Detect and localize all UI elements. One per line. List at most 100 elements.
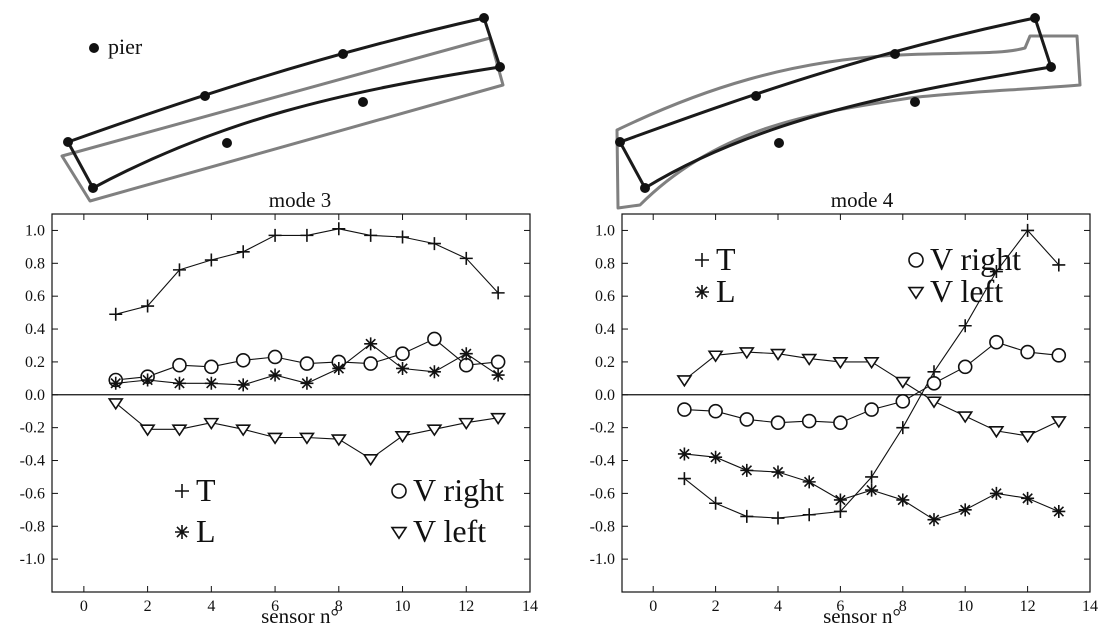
y-tick-label: 1.0	[595, 222, 615, 239]
y-tick-label: 0.8	[25, 255, 45, 272]
y-tick-label: -1.0	[20, 551, 45, 568]
y-tick-label: -0.2	[590, 420, 615, 437]
mode-3-title: mode 3	[268, 188, 332, 212]
data-point	[740, 509, 754, 523]
x-tick-label: 8	[899, 598, 907, 615]
mode-4-diagram	[615, 13, 1082, 210]
data-point	[236, 245, 250, 259]
data-point	[896, 493, 910, 507]
series-l	[677, 447, 1066, 527]
mode-3-pier-marker	[338, 49, 348, 59]
data-point	[676, 375, 693, 388]
data-point	[459, 251, 473, 265]
x-tick-label: 6	[271, 598, 279, 615]
y-tick-label: 0.0	[595, 387, 615, 404]
data-point	[801, 353, 818, 366]
y-tick-label: 1.0	[25, 222, 45, 239]
data-point	[708, 403, 723, 419]
data-point	[364, 228, 378, 242]
data-point	[1021, 491, 1035, 505]
data-point	[988, 426, 1005, 439]
series-v-left	[107, 398, 507, 467]
data-point	[864, 402, 879, 417]
x-tick-label: 10	[957, 598, 973, 615]
y-tick-label: 0.2	[25, 354, 45, 371]
mode-4-pier-marker	[1046, 62, 1056, 72]
data-point	[364, 337, 378, 351]
data-point	[204, 376, 218, 390]
data-point	[832, 357, 849, 370]
data-point	[490, 354, 506, 370]
data-point	[139, 424, 156, 437]
data-point	[171, 424, 188, 437]
data-point	[268, 228, 282, 242]
x-tick-label: 12	[458, 598, 474, 615]
legend-marker	[907, 286, 925, 300]
series-v-right	[677, 334, 1067, 431]
data-point	[863, 357, 880, 370]
pier-legend-label: pier	[108, 34, 143, 59]
mode-4-pier-marker	[615, 137, 625, 147]
legend-marker	[391, 483, 407, 499]
mode-4-deformed-shape	[615, 34, 1082, 210]
data-point	[427, 331, 442, 347]
data-point	[363, 356, 378, 371]
x-tick-label: 0	[80, 598, 88, 615]
data-point	[770, 348, 786, 361]
y-tick-label: 0.4	[25, 321, 45, 338]
data-point	[107, 398, 124, 411]
data-point	[300, 228, 314, 242]
data-point	[235, 424, 252, 437]
data-point	[109, 307, 123, 321]
data-point	[989, 486, 1003, 500]
data-point	[491, 286, 505, 300]
data-point	[1019, 430, 1036, 444]
y-tick-label: 0.6	[25, 288, 45, 305]
y-tick-label: -0.8	[590, 518, 615, 535]
data-point	[926, 375, 942, 391]
data-point	[491, 368, 505, 382]
data-point	[459, 347, 473, 361]
data-point	[1052, 504, 1066, 518]
legend-label: T	[196, 472, 216, 508]
data-point	[268, 368, 282, 382]
chart-2: 1.0 0.8 0.6 0.4 0.2 0.0 -0.2 -0.4 -0.6 -0.8 -1.0 0 2…	[590, 213, 1098, 615]
y-tick-label: 0.2	[595, 354, 615, 371]
mode-3-x-axis-label: sensor n°	[261, 604, 339, 628]
data-point	[957, 359, 973, 375]
data-point	[267, 432, 284, 445]
data-point	[709, 450, 723, 464]
data-point	[427, 237, 441, 251]
legend-marker	[175, 484, 189, 498]
mode-4-pier-marker	[774, 138, 784, 148]
data-point	[396, 361, 410, 375]
data-point	[362, 453, 379, 467]
data-point	[426, 424, 443, 437]
x-tick-label: 4	[207, 598, 215, 615]
data-point	[267, 349, 283, 365]
y-tick-label: 0.6	[595, 288, 615, 305]
data-point	[1050, 416, 1067, 429]
data-point	[833, 504, 847, 518]
y-tick-label: 0.4	[595, 321, 615, 338]
mode-4-x-axis-label: sensor n°	[823, 604, 901, 628]
data-point	[332, 222, 346, 236]
data-point	[299, 356, 315, 371]
mode-3-pier-marker	[358, 97, 368, 107]
legend-label: L	[716, 273, 736, 309]
data-point	[458, 417, 475, 430]
mode-4-pier-marker	[751, 91, 761, 101]
data-point	[771, 465, 785, 479]
x-tick-label: 12	[1020, 598, 1036, 615]
x-tick-label: 4	[774, 598, 782, 615]
data-point	[1052, 258, 1066, 272]
data-point	[957, 411, 974, 424]
legend-marker	[695, 285, 709, 299]
y-tick-label: -0.8	[20, 518, 45, 535]
data-point	[738, 347, 755, 360]
data-point	[739, 412, 755, 427]
data-point	[236, 378, 250, 392]
data-point	[172, 263, 186, 277]
